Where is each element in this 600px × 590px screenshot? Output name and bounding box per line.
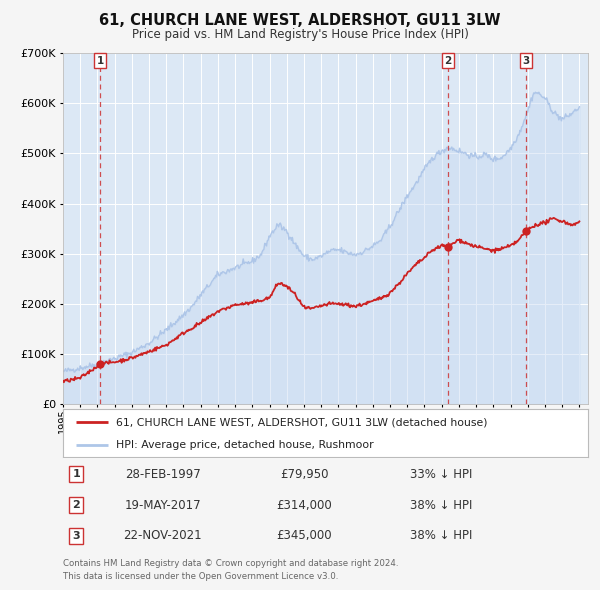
Text: Price paid vs. HM Land Registry's House Price Index (HPI): Price paid vs. HM Land Registry's House … <box>131 28 469 41</box>
Text: 38% ↓ HPI: 38% ↓ HPI <box>410 529 472 542</box>
Text: 22-NOV-2021: 22-NOV-2021 <box>124 529 202 542</box>
Text: 61, CHURCH LANE WEST, ALDERSHOT, GU11 3LW (detached house): 61, CHURCH LANE WEST, ALDERSHOT, GU11 3L… <box>115 417 487 427</box>
Text: 2: 2 <box>445 55 452 65</box>
Text: 1: 1 <box>97 55 104 65</box>
Text: 33% ↓ HPI: 33% ↓ HPI <box>410 468 472 481</box>
Text: £314,000: £314,000 <box>277 499 332 512</box>
Text: 3: 3 <box>73 531 80 541</box>
Text: Contains HM Land Registry data © Crown copyright and database right 2024.: Contains HM Land Registry data © Crown c… <box>63 559 398 568</box>
Text: £79,950: £79,950 <box>280 468 329 481</box>
Text: This data is licensed under the Open Government Licence v3.0.: This data is licensed under the Open Gov… <box>63 572 338 581</box>
Text: 1: 1 <box>72 469 80 479</box>
Text: 38% ↓ HPI: 38% ↓ HPI <box>410 499 472 512</box>
Text: 19-MAY-2017: 19-MAY-2017 <box>124 499 201 512</box>
Text: 2: 2 <box>72 500 80 510</box>
Text: 28-FEB-1997: 28-FEB-1997 <box>125 468 200 481</box>
Text: £345,000: £345,000 <box>277 529 332 542</box>
Text: 3: 3 <box>523 55 530 65</box>
Text: 61, CHURCH LANE WEST, ALDERSHOT, GU11 3LW: 61, CHURCH LANE WEST, ALDERSHOT, GU11 3L… <box>99 13 501 28</box>
Text: HPI: Average price, detached house, Rushmoor: HPI: Average price, detached house, Rush… <box>115 440 373 450</box>
